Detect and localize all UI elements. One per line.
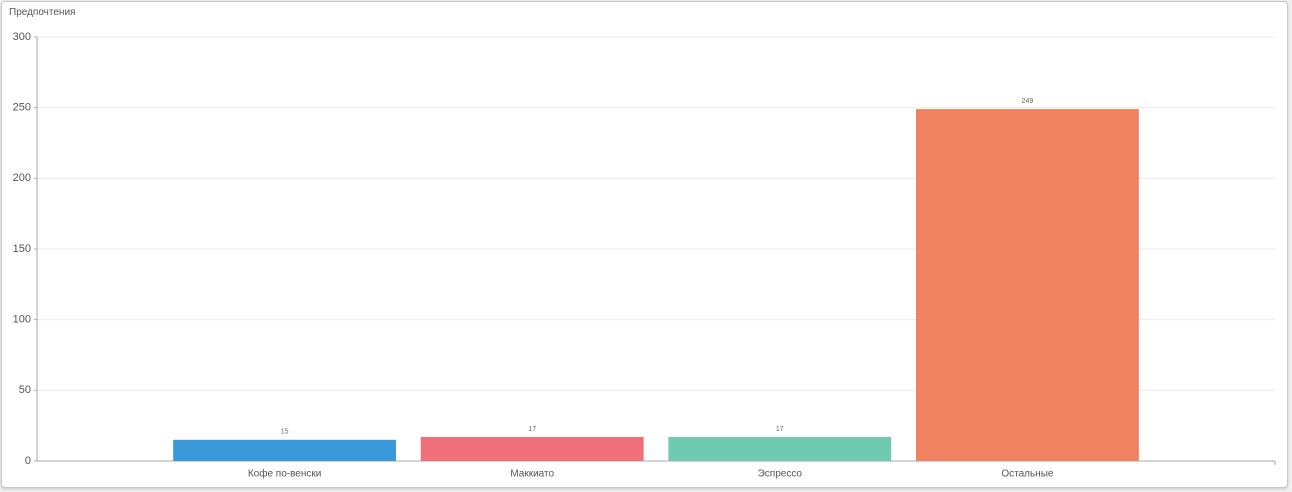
x-tick-label: Эспрессо (758, 469, 803, 480)
bar (668, 436, 892, 461)
y-tick-label: 200 (13, 172, 31, 184)
y-tick-label: 300 (13, 31, 31, 43)
y-tick-label: 150 (13, 243, 31, 255)
bar (173, 439, 397, 461)
value-label: 17 (776, 426, 784, 433)
y-tick-label: 0 (25, 455, 31, 467)
bar (915, 109, 1139, 461)
y-tick-label: 250 (13, 102, 31, 114)
value-label: 15 (281, 429, 289, 436)
x-tick-label: Кофе по-венски (248, 468, 322, 480)
y-tick-label: 50 (19, 384, 31, 396)
bar (420, 436, 644, 461)
chart-title: Предпочтения (9, 7, 76, 18)
y-tick-label: 100 (13, 314, 31, 326)
x-tick-label: Остальные (1001, 469, 1054, 480)
x-tick-label: Маккиато (510, 469, 554, 480)
value-label: 249 (1022, 98, 1034, 105)
value-label: 17 (528, 426, 536, 433)
